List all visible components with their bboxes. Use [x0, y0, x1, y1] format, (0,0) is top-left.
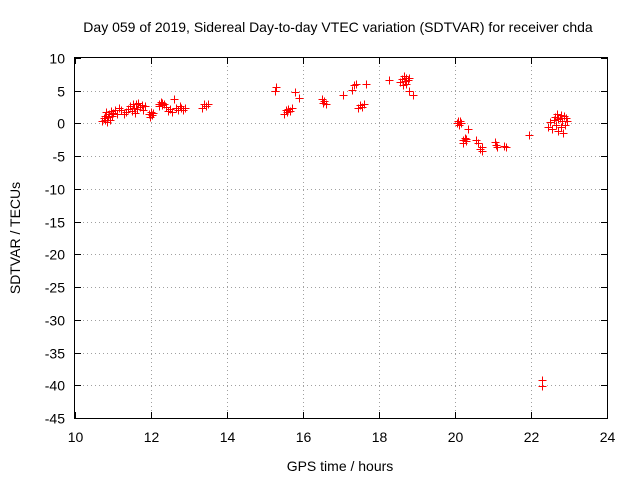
data-point [272, 83, 281, 92]
data-point [295, 94, 304, 103]
data-point [149, 109, 158, 118]
data-point [120, 110, 129, 119]
data-point [457, 119, 466, 128]
y-tick-label: -25 [45, 280, 65, 296]
data-point [462, 135, 471, 144]
data-point [291, 88, 300, 97]
data-point [134, 99, 143, 108]
data-point [474, 139, 483, 148]
data-point [561, 121, 570, 130]
data-point [170, 95, 179, 104]
data-point [204, 100, 213, 109]
data-point [350, 81, 359, 90]
data-point [168, 108, 177, 117]
data-point [179, 106, 188, 115]
y-tick-label: -10 [45, 182, 65, 198]
data-point [456, 117, 465, 126]
data-point [563, 117, 572, 126]
x-tick-label: 24 [600, 429, 616, 445]
data-point [492, 141, 501, 150]
data-point [356, 101, 365, 110]
x-tick-labels: 10 12 14 16 18 20 22 24 [68, 429, 616, 445]
y-tick-label: -40 [45, 378, 65, 394]
x-tick-label: 22 [524, 429, 540, 445]
data-point [548, 125, 557, 134]
data-point [360, 100, 369, 109]
data-point [348, 86, 357, 95]
data-point [560, 112, 569, 121]
data-point [385, 76, 394, 85]
y-tick-label: -5 [53, 149, 66, 165]
data-point [181, 104, 190, 113]
data-point [106, 116, 115, 125]
data-point [464, 125, 473, 134]
data-point [352, 80, 361, 89]
data-points [98, 72, 572, 391]
data-point [288, 104, 297, 113]
data-point [493, 143, 502, 152]
y-tick-label: -20 [45, 247, 65, 263]
data-point [502, 143, 511, 152]
data-point [476, 145, 485, 154]
data-point [405, 74, 414, 83]
data-point [131, 109, 140, 118]
data-point [404, 76, 413, 85]
y-tick-label: 5 [57, 84, 65, 100]
data-point [409, 91, 418, 100]
data-point [202, 102, 211, 111]
data-point [141, 102, 150, 111]
x-tick-label: 18 [372, 429, 388, 445]
x-tick-label: 16 [296, 429, 312, 445]
data-point [339, 91, 348, 100]
data-point [115, 104, 124, 113]
data-point [158, 99, 167, 108]
chart-title: Day 059 of 2019, Sidereal Day-to-day VTE… [83, 19, 593, 35]
data-point [271, 87, 280, 96]
x-tick-label: 20 [448, 429, 464, 445]
y-tick-label: 10 [49, 51, 65, 67]
data-point [282, 106, 291, 115]
data-point [500, 142, 509, 151]
data-point [107, 107, 116, 116]
data-point [546, 118, 555, 127]
data-point [559, 129, 568, 138]
data-point [552, 121, 561, 130]
y-tick-label: -15 [45, 215, 65, 231]
axis-ticks [75, 58, 608, 419]
data-point [113, 110, 122, 119]
y-tick-label: -30 [45, 313, 65, 329]
data-point [405, 87, 414, 96]
data-point [400, 72, 409, 81]
y-tick-label: -45 [45, 411, 65, 427]
data-point [455, 121, 464, 130]
data-point [318, 95, 327, 104]
x-tick-label: 12 [144, 429, 160, 445]
data-point [544, 123, 553, 132]
x-tick-label: 14 [220, 429, 236, 445]
data-point [538, 382, 547, 391]
y-tick-label: -35 [45, 346, 65, 362]
grid [75, 58, 607, 418]
data-point [148, 111, 157, 120]
data-point [139, 106, 148, 115]
data-point [164, 107, 173, 116]
x-axis-label: GPS time / hours [287, 458, 394, 474]
data-point [198, 104, 207, 113]
y-tick-label: 0 [57, 116, 65, 132]
data-point [162, 103, 171, 112]
plot-frame [74, 57, 608, 419]
data-point [284, 105, 293, 114]
x-tick-label: 10 [68, 429, 84, 445]
data-point [402, 80, 411, 89]
data-point [557, 123, 566, 132]
y-tick-labels: 10 5 0 -5 -10 -15 -20 -25 -30 -35 -40 -45 [45, 51, 65, 427]
data-point [478, 143, 487, 152]
y-axis-label: SDTVAR / TECUs [7, 182, 23, 294]
data-point [322, 100, 331, 109]
data-point [525, 131, 534, 140]
data-point [362, 80, 371, 89]
